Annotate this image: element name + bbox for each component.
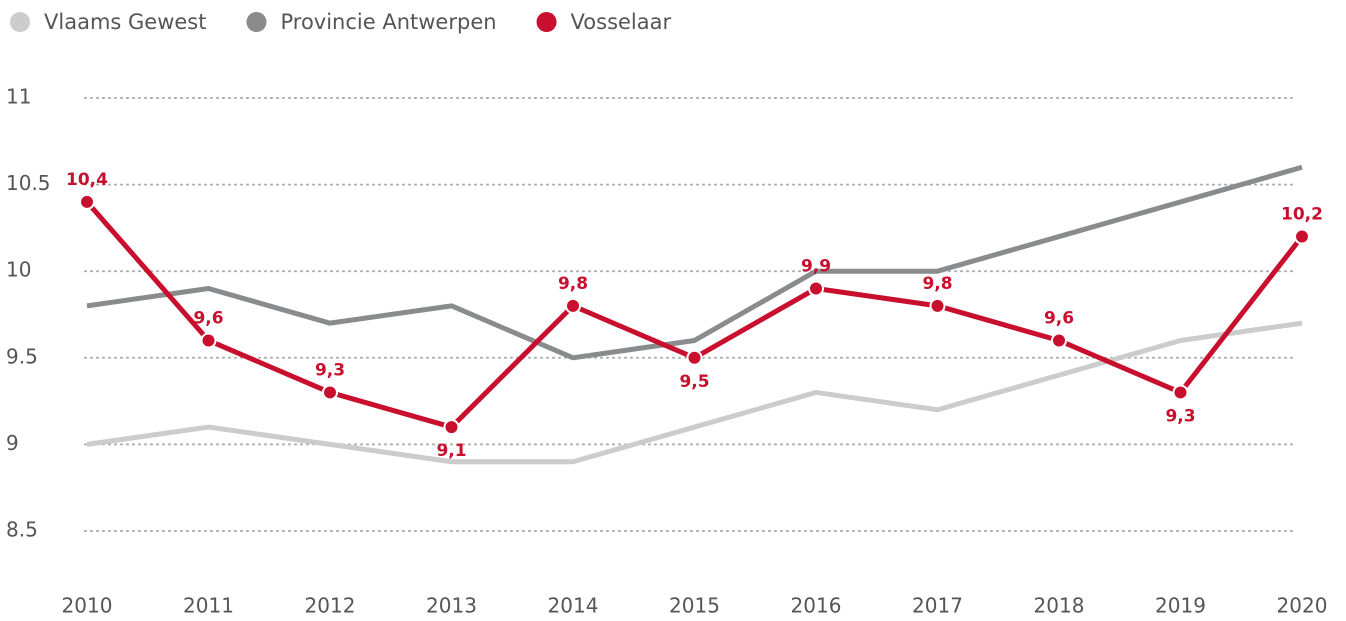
- data-label: 9,5: [679, 372, 709, 392]
- y-tick-label: 10: [6, 258, 31, 282]
- x-tick-label: 2019: [1155, 594, 1206, 618]
- data-label: 10,2: [1281, 205, 1323, 225]
- x-tick-label: 2016: [791, 594, 842, 618]
- x-tick-label: 2012: [305, 594, 356, 618]
- x-tick-label: 2011: [183, 594, 234, 618]
- point: [1172, 384, 1189, 401]
- legend-label: Provincie Antwerpen: [280, 10, 496, 34]
- data-label: 9,3: [315, 360, 345, 380]
- point: [686, 349, 703, 366]
- data-label: 9,3: [1165, 406, 1195, 426]
- point: [808, 280, 824, 297]
- point: [443, 419, 460, 436]
- series-line: [85, 200, 1304, 430]
- x-tick-label: 2017: [912, 594, 963, 618]
- legend-marker: [10, 12, 30, 32]
- y-tick-label: 9: [6, 431, 19, 455]
- x-tick-label: 2018: [1034, 594, 1085, 618]
- data-label: 9,6: [1044, 308, 1074, 328]
- data-label: 9,8: [922, 274, 952, 294]
- x-tick-label: 2015: [669, 594, 720, 618]
- x-tick-label: 2014: [548, 594, 599, 618]
- y-tick-label: 10.5: [6, 171, 51, 195]
- x-tick-label: 2013: [426, 594, 477, 618]
- point: [1051, 332, 1067, 349]
- legend-label: Vosselaar: [571, 10, 672, 34]
- x-tick-label: 2010: [62, 594, 113, 618]
- legend-marker: [246, 12, 267, 32]
- y-tick-label: 11: [6, 85, 31, 109]
- data-label: 9,8: [558, 274, 588, 294]
- data-label: 10,4: [66, 170, 108, 190]
- point: [565, 297, 581, 314]
- x-tick-label: 2020: [1277, 594, 1328, 618]
- point: [200, 332, 217, 349]
- point: [929, 297, 946, 314]
- y-tick-label: 8.5: [6, 518, 38, 542]
- data-label: 9,9: [801, 257, 831, 277]
- point: [1294, 228, 1310, 245]
- data-label: 9,6: [193, 308, 223, 328]
- y-tick-label: 9.5: [6, 344, 38, 368]
- point: [322, 384, 338, 401]
- legend-marker: [536, 12, 557, 32]
- data-label: 9,1: [436, 441, 466, 461]
- series-line: [86, 320, 1303, 465]
- point: [79, 193, 95, 210]
- series-line: [86, 164, 1303, 361]
- legend-label: Vlaams Gewest: [44, 10, 206, 34]
